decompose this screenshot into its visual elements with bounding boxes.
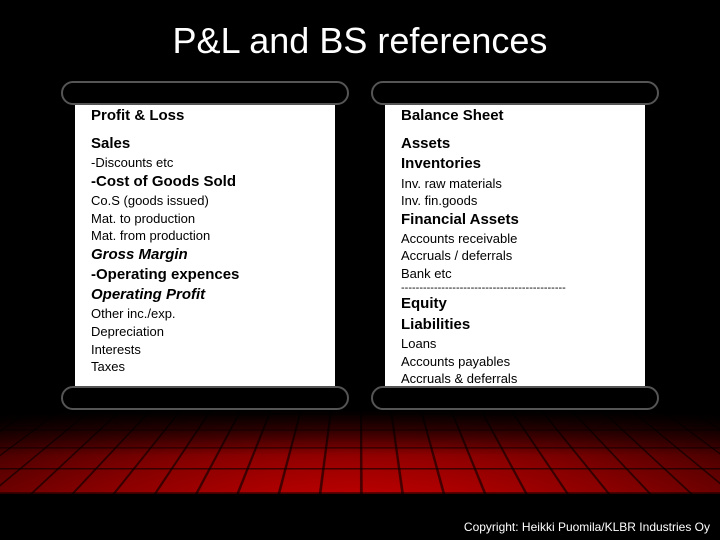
content-line: Other inc./exp.: [91, 305, 319, 323]
content-line: -Cost of Goods Sold: [91, 172, 319, 192]
panel-body-right: AssetsInventoriesInv. raw materialsInv. …: [401, 134, 629, 388]
content-line: Accounts payables: [401, 353, 629, 371]
content-line: Accounts receivable: [401, 230, 629, 248]
content-line: Equity: [401, 294, 629, 314]
content-line: Assets: [401, 134, 629, 154]
content-line: Sales: [91, 134, 319, 154]
content-line: Bank etc: [401, 265, 629, 283]
panel-profit-loss: Profit & Loss Sales-Discounts etc-Cost o…: [75, 87, 335, 404]
content-line: Gross Margin: [91, 245, 319, 265]
panel-header-left: Profit & Loss: [91, 95, 319, 124]
content-line: Inv. fin.goods: [401, 192, 629, 210]
content-line: Operating Profit: [91, 285, 319, 305]
content-line: Inv. raw materials: [401, 175, 629, 193]
panel-body-left: Sales-Discounts etc-Cost of Goods SoldCo…: [91, 134, 319, 376]
panel-balance-sheet: Balance Sheet AssetsInventoriesInv. raw …: [385, 87, 645, 404]
copyright-text: Copyright: Heikki Puomila/KLBR Industrie…: [464, 520, 710, 534]
content-line: Inventories: [401, 154, 629, 174]
panel-header-right: Balance Sheet: [401, 95, 629, 124]
slide-title: P&L and BS references: [0, 0, 720, 62]
content-line: ----------------------------------------…: [401, 282, 629, 294]
content-line: Interests: [91, 341, 319, 359]
content-line: Liabilities: [401, 315, 629, 335]
panels-container: Profit & Loss Sales-Discounts etc-Cost o…: [0, 87, 720, 404]
content-line: -Discounts etc: [91, 154, 319, 172]
content-line: Mat. to production: [91, 210, 319, 228]
content-line: Depreciation: [91, 323, 319, 341]
content-line: -Operating expences: [91, 265, 319, 285]
content-line: Co.S (goods issued): [91, 192, 319, 210]
content-line: Taxes: [91, 358, 319, 376]
content-line: Loans: [401, 335, 629, 353]
content-line: Accruals / deferrals: [401, 247, 629, 265]
content-line: Mat. from production: [91, 227, 319, 245]
content-line: Accruals & deferrals: [401, 370, 629, 388]
content-line: Financial Assets: [401, 210, 629, 230]
